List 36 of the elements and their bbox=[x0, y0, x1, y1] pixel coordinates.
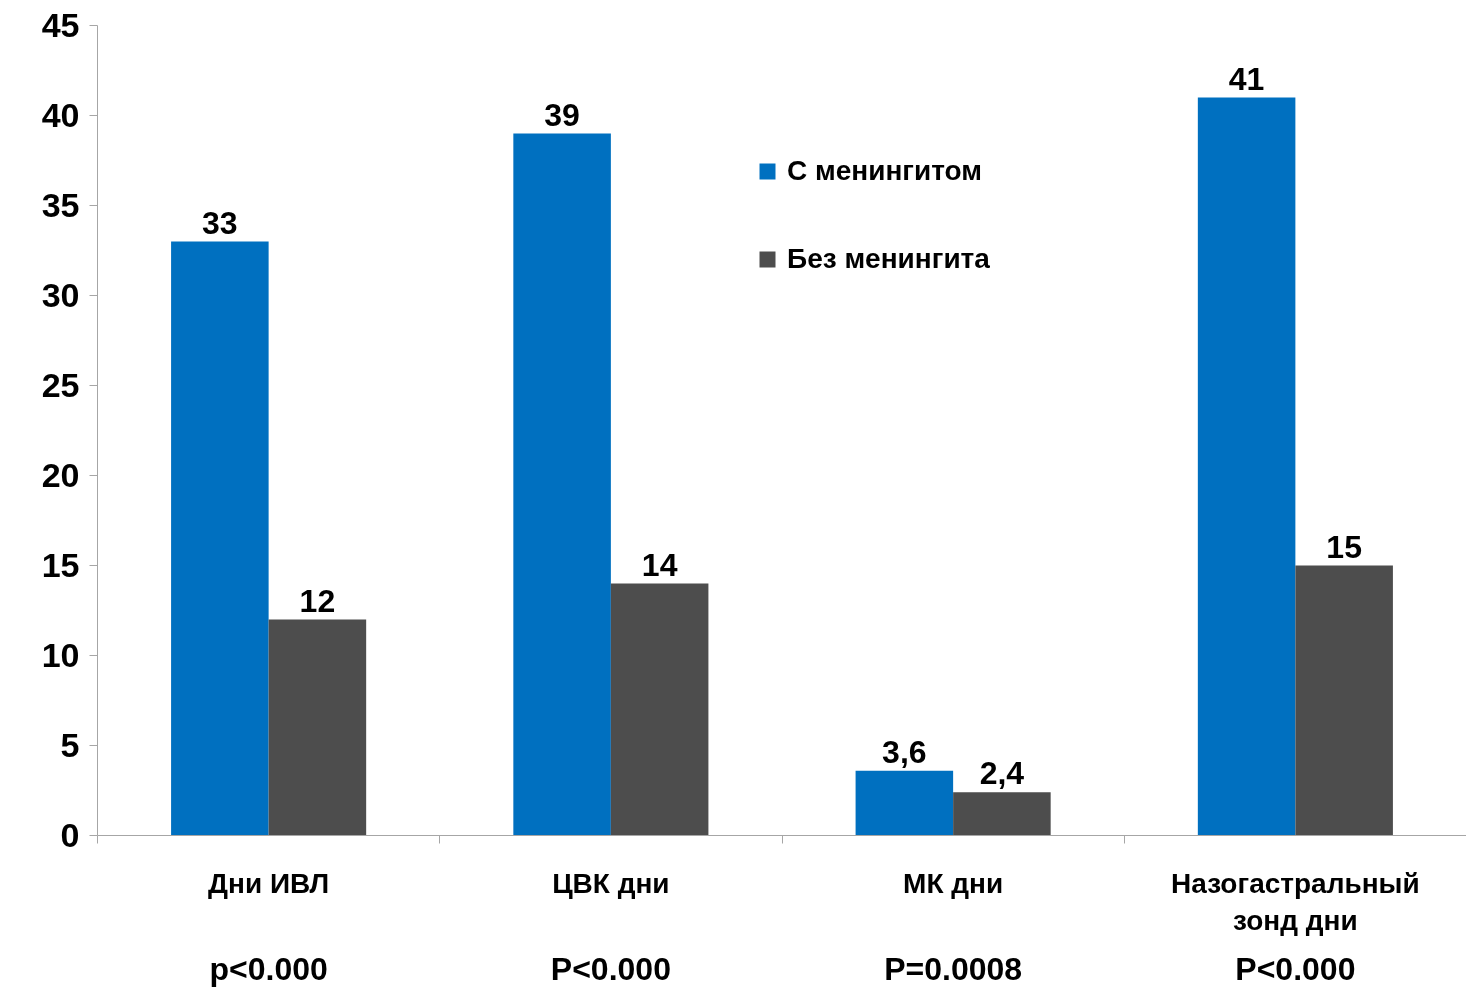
bar bbox=[610, 583, 709, 836]
y-tick-label: 30 bbox=[41, 276, 80, 314]
data-label: 14 bbox=[641, 546, 678, 583]
bar bbox=[1197, 97, 1296, 836]
bar bbox=[268, 619, 367, 836]
bar bbox=[513, 133, 611, 836]
x-tick-label: Назогастральный зонд дни bbox=[1171, 867, 1420, 936]
text: P<0.000 bbox=[1235, 950, 1356, 987]
data-label: 15 bbox=[1326, 528, 1362, 565]
legend-label: С менингитом bbox=[787, 155, 982, 187]
y-tick-label: 5 bbox=[60, 726, 80, 764]
bar bbox=[171, 241, 269, 836]
y-tick-label: 15 bbox=[41, 546, 80, 584]
data-label: 41 bbox=[1228, 60, 1265, 97]
y-tick-label: 10 bbox=[41, 636, 80, 674]
text: P=0.0008 bbox=[884, 950, 1023, 987]
y-tick-label: 25 bbox=[41, 366, 80, 404]
x-tick-label: ЦВК дни bbox=[552, 867, 670, 899]
data-label: 39 bbox=[544, 96, 580, 133]
data-label: 33 bbox=[202, 204, 238, 241]
data-label: 3,6 bbox=[882, 733, 927, 770]
bar bbox=[953, 792, 1051, 836]
y-tick-label: 45 bbox=[41, 6, 80, 44]
data-label: 12 bbox=[299, 582, 336, 619]
y-tick-label: 35 bbox=[41, 186, 80, 224]
bar bbox=[855, 770, 954, 836]
y-tick-label: 0 bbox=[60, 816, 80, 854]
y-tick-label: 20 bbox=[41, 456, 80, 494]
y-tick-label: 40 bbox=[41, 96, 80, 134]
bar bbox=[1295, 565, 1393, 836]
data-label: 2,4 bbox=[979, 755, 1025, 792]
x-tick-label: Дни ИВЛ bbox=[208, 867, 330, 899]
legend-label: Без менингита bbox=[787, 243, 990, 275]
x-tick-label: МК дни bbox=[903, 867, 1004, 899]
text: p<0.000 bbox=[209, 950, 328, 987]
text: P<0.000 bbox=[550, 950, 671, 987]
